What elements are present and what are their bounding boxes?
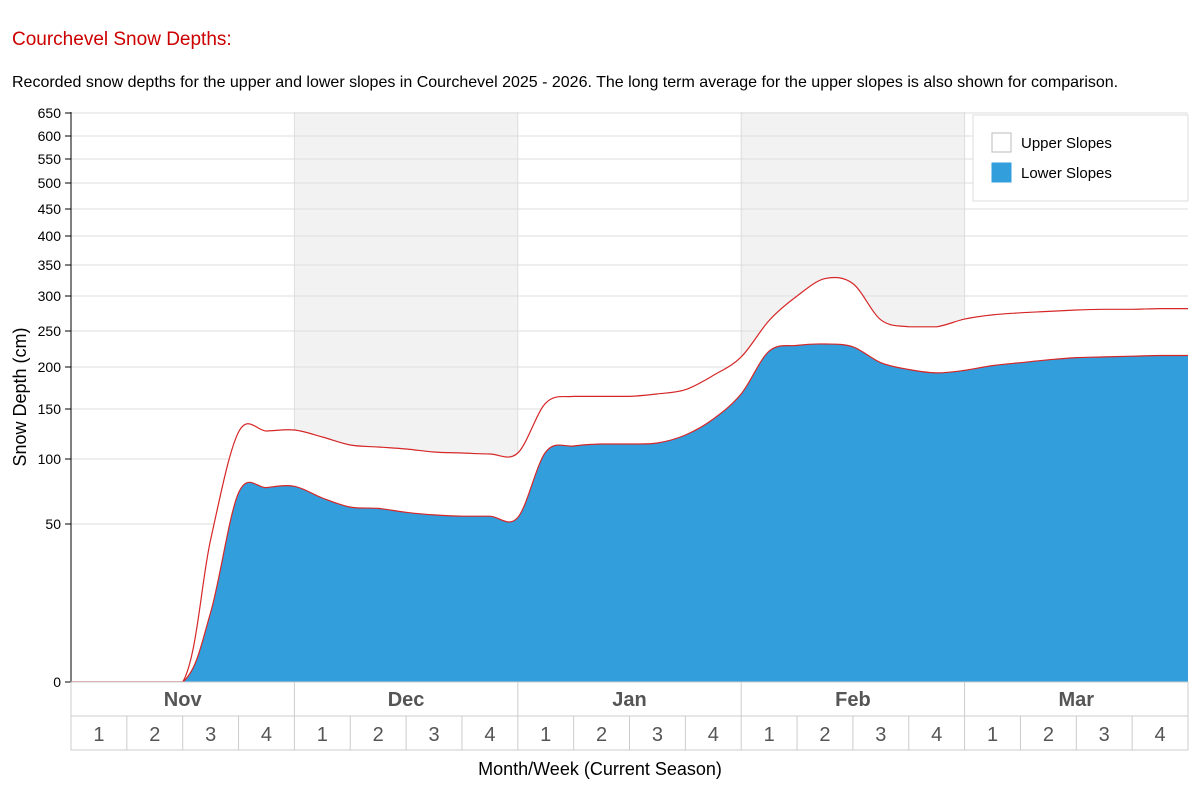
upper-slopes-legend-label: Upper Slopes xyxy=(1021,135,1112,152)
y-tick-label: 300 xyxy=(38,288,62,304)
y-tick-label: 350 xyxy=(38,257,62,273)
y-tick-label: 150 xyxy=(38,401,62,417)
y-tick-label: 100 xyxy=(38,451,62,467)
y-axis: 0 50 100 150 200 250 300 350 400 450 500 550 600 650 xyxy=(38,105,72,690)
week-label: 1 xyxy=(317,724,328,746)
week-label: 2 xyxy=(1043,724,1054,746)
week-label: 4 xyxy=(708,724,719,746)
week-label: 3 xyxy=(205,724,216,746)
week-label: 2 xyxy=(596,724,607,746)
week-label: 4 xyxy=(931,724,942,746)
upper-slopes-legend-swatch xyxy=(991,132,1012,153)
month-label-jan: Jan xyxy=(612,689,646,711)
y-axis-title: Snow Depth (cm) xyxy=(10,327,30,466)
y-tick-label: 500 xyxy=(38,175,62,191)
month-label-dec: Dec xyxy=(388,689,425,711)
y-tick-label: 450 xyxy=(38,201,62,217)
x-axis-title: Month/Week (Current Season) xyxy=(478,759,722,779)
week-label: 1 xyxy=(540,724,551,746)
week-label: 3 xyxy=(875,724,886,746)
legend-box xyxy=(972,114,1189,202)
y-tick-label: 50 xyxy=(45,516,61,532)
x-axis: Nov 1 2 3 4 Dec 1 2 3 4 Jan 1 2 3 4 Feb 1 2 3 4 Mar 1 2 3 4 xyxy=(70,681,1189,751)
lower-slopes-legend-label: Lower Slopes xyxy=(1021,165,1112,182)
lower-slopes-area xyxy=(71,343,1188,682)
week-label: 3 xyxy=(1099,724,1110,746)
week-label: 2 xyxy=(819,724,830,746)
y-tick-label: 550 xyxy=(38,151,62,167)
week-label: 3 xyxy=(428,724,439,746)
y-tick-label: 600 xyxy=(38,128,62,144)
week-label: 1 xyxy=(93,724,104,746)
month-label-nov: Nov xyxy=(164,689,203,711)
week-label: 2 xyxy=(373,724,384,746)
week-label: 4 xyxy=(1155,724,1166,746)
y-tick-label: 200 xyxy=(38,359,62,375)
y-tick-label: 650 xyxy=(38,105,62,121)
lower-slopes-legend-swatch xyxy=(991,162,1012,183)
y-tick-label: 250 xyxy=(38,323,62,339)
week-label: 3 xyxy=(652,724,663,746)
week-label: 1 xyxy=(764,724,775,746)
chart-subtitle: Recorded snow depths for the upper and l… xyxy=(12,74,1119,91)
week-label: 4 xyxy=(261,724,272,746)
upper-slopes-line xyxy=(70,276,1188,683)
legend: Upper Slopes Lower Slopes xyxy=(972,114,1189,202)
month-label-feb: Feb xyxy=(835,689,871,711)
y-tick-label: 0 xyxy=(53,674,61,690)
month-label-mar: Mar xyxy=(1059,689,1095,711)
lower-slopes-line xyxy=(70,343,1188,683)
series-layer xyxy=(70,276,1188,683)
chart-title: Courchevel Snow Depths: xyxy=(12,29,232,50)
week-label: 1 xyxy=(987,724,998,746)
y-tick-label: 400 xyxy=(38,228,62,244)
week-label: 2 xyxy=(149,724,160,746)
week-label: 4 xyxy=(484,724,495,746)
